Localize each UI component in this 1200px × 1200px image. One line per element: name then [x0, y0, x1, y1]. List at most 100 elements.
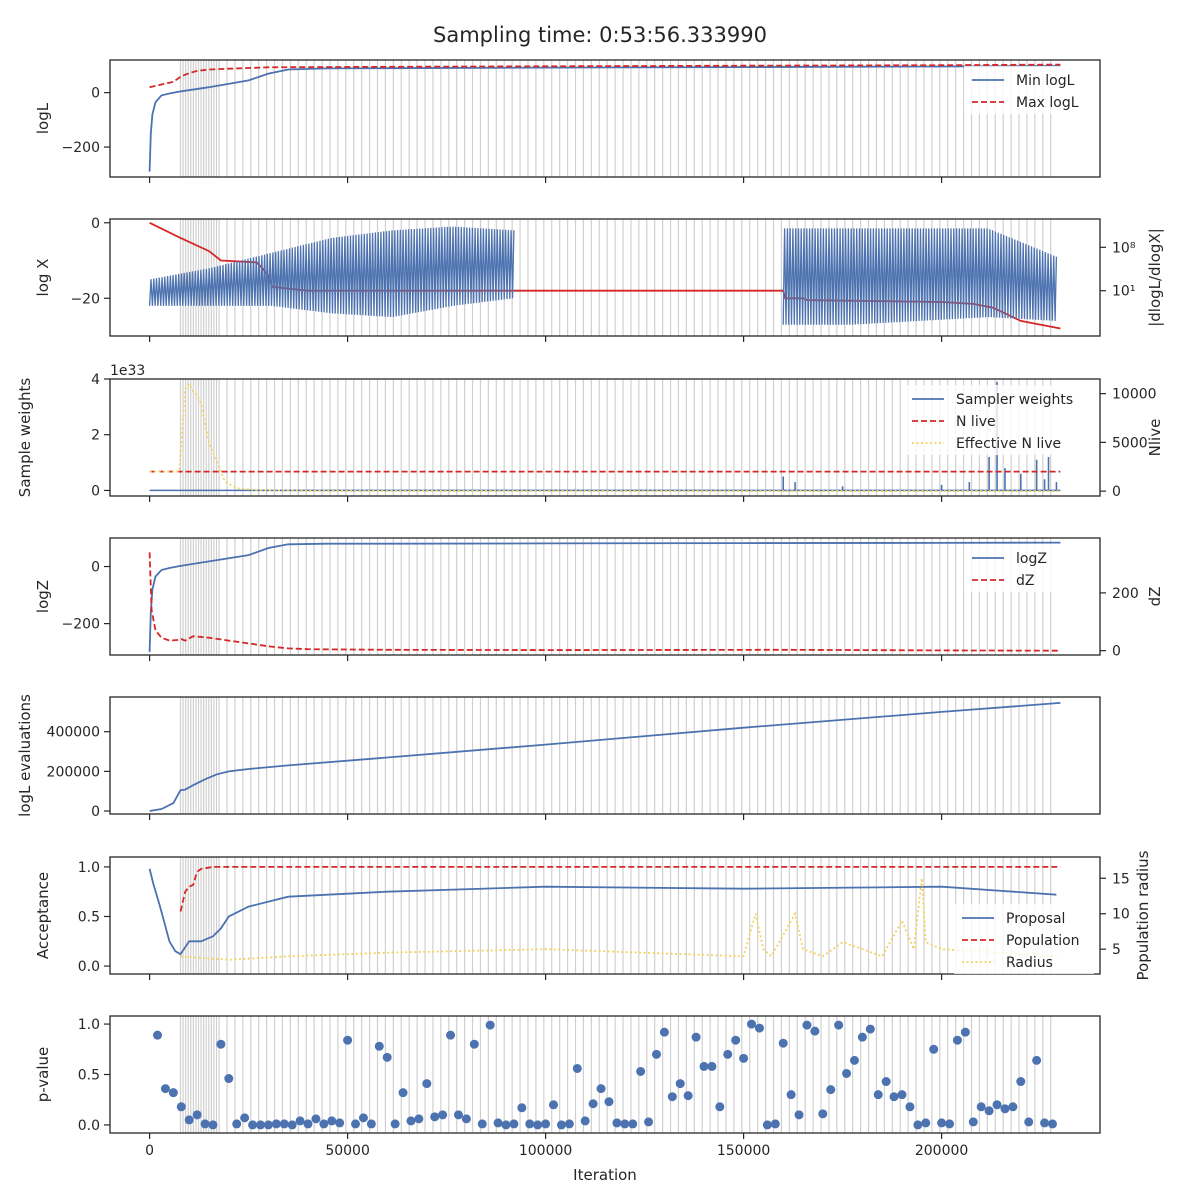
- p-value-point: [683, 1091, 693, 1101]
- p-value-point: [992, 1100, 1002, 1110]
- series-max-logl: [149, 63, 1061, 89]
- p-value-point: [319, 1119, 329, 1129]
- p-value-point: [208, 1120, 218, 1130]
- p-value-point: [453, 1110, 463, 1120]
- p-value-point: [881, 1077, 891, 1087]
- panel-accept: 0.0 0.5 1.0 Acceptance 5 10 15 Population radiu…: [34, 850, 1152, 980]
- p-value-point: [343, 1035, 353, 1045]
- plot-area-pvalue: [153, 1016, 1057, 1133]
- p-value-point: [422, 1079, 432, 1089]
- p-value-point: [184, 1115, 194, 1125]
- p-value-point: [921, 1118, 931, 1128]
- legend-label: Radius: [1006, 955, 1053, 971]
- x-tick-label: 100000: [519, 1143, 572, 1159]
- p-value-point: [778, 1038, 788, 1048]
- p-value-point: [374, 1041, 384, 1051]
- right-y-axis-label: |dlogL/dlogX|: [1146, 228, 1164, 327]
- right-y-tick-label: 5000: [1112, 435, 1148, 451]
- series--dlogl-dlogx--segment: [148, 226, 515, 318]
- p-value-point: [747, 1019, 757, 1029]
- panels-group: 0 −200 logL Min logL Max logL 0 −20 log X 10⁸ 10¹…: [16, 59, 1164, 1159]
- p-value-point: [263, 1120, 273, 1130]
- series-radius: [180, 878, 1061, 961]
- right-y-axis-label: dZ: [1146, 587, 1164, 607]
- p-value-point: [303, 1119, 313, 1129]
- p-value-point: [628, 1119, 638, 1129]
- series-effective-n-live: [149, 382, 1061, 492]
- figure-title: Sampling time: 0:53:56.333990: [433, 23, 767, 47]
- right-y-tick-label: 10000: [1112, 387, 1157, 403]
- p-value-point: [493, 1118, 503, 1128]
- p-value-point: [232, 1119, 242, 1129]
- p-value-point: [438, 1110, 448, 1120]
- p-value-point: [810, 1026, 820, 1036]
- p-value-point: [826, 1085, 836, 1095]
- p-value-point: [1032, 1055, 1042, 1065]
- p-value-point: [271, 1119, 281, 1129]
- x-axis-label: Iteration: [573, 1166, 637, 1184]
- panel-frame: [109, 218, 1101, 337]
- y-axis-label: logL: [34, 102, 52, 134]
- p-value-point: [984, 1106, 994, 1116]
- p-value-point: [541, 1119, 551, 1129]
- p-value-point: [889, 1092, 899, 1102]
- p-value-point: [905, 1102, 915, 1112]
- p-value-point: [248, 1120, 258, 1130]
- legend-label: dZ: [1016, 573, 1034, 589]
- p-value-point: [691, 1032, 701, 1042]
- y-tick-label: 0: [91, 483, 100, 499]
- p-value-point: [414, 1114, 424, 1124]
- p-value-point: [525, 1119, 535, 1129]
- p-value-point: [1047, 1119, 1057, 1129]
- p-value-point: [960, 1027, 970, 1037]
- right-y-tick-label: 10: [1112, 907, 1130, 923]
- right-y-tick-label: 15: [1112, 871, 1130, 887]
- p-value-point: [192, 1110, 202, 1120]
- p-value-point: [485, 1020, 495, 1030]
- p-value-point: [588, 1099, 598, 1109]
- p-value-point: [287, 1120, 297, 1130]
- y-tick-label: 0: [91, 560, 100, 576]
- y-tick-label: 0.5: [78, 909, 100, 925]
- p-value-point: [1016, 1077, 1026, 1087]
- legend-label: Proposal: [1006, 911, 1065, 927]
- y-tick-label: 0.0: [78, 959, 100, 975]
- right-y-tick-label: 10⁸: [1112, 240, 1136, 256]
- right-y-tick-label: 5: [1112, 942, 1121, 958]
- p-value-point: [596, 1084, 606, 1094]
- panel-logz: 0 −200 logZ 0 200 dZ logZ dZ: [34, 537, 1164, 661]
- p-value-point: [865, 1024, 875, 1034]
- p-value-point: [351, 1119, 361, 1129]
- p-value-point: [168, 1088, 178, 1098]
- panel-frame: [109, 59, 1101, 178]
- panel-frame: [109, 537, 1101, 656]
- legend-label: N live: [956, 414, 996, 430]
- p-value-point: [1040, 1118, 1050, 1128]
- p-value-point: [857, 1032, 867, 1042]
- p-value-point: [335, 1118, 345, 1128]
- p-value-point: [913, 1120, 923, 1130]
- series-min-logl: [148, 65, 1061, 172]
- y-tick-label: −20: [70, 291, 100, 307]
- p-value-point: [651, 1049, 661, 1059]
- p-value-point: [897, 1090, 907, 1100]
- p-value-point: [564, 1119, 574, 1129]
- p-value-point: [667, 1092, 677, 1102]
- x-tick-label: 50000: [325, 1143, 370, 1159]
- y-tick-label: 0: [91, 86, 100, 102]
- p-value-point: [604, 1097, 614, 1107]
- right-y-tick-label: 0: [1112, 484, 1121, 500]
- p-value-point: [446, 1030, 456, 1040]
- legend-label: Sampler weights: [956, 392, 1073, 408]
- p-value-point: [834, 1020, 844, 1030]
- right-y-axis-label: Population radius: [1134, 850, 1152, 980]
- y-axis-label: logZ: [34, 580, 52, 613]
- legend-box: [964, 544, 1094, 592]
- p-value-point: [366, 1119, 376, 1129]
- p-value-point: [754, 1023, 764, 1033]
- p-value-point: [556, 1120, 566, 1130]
- p-value-point: [406, 1116, 416, 1126]
- p-value-point: [707, 1061, 717, 1071]
- p-value-point: [818, 1109, 828, 1119]
